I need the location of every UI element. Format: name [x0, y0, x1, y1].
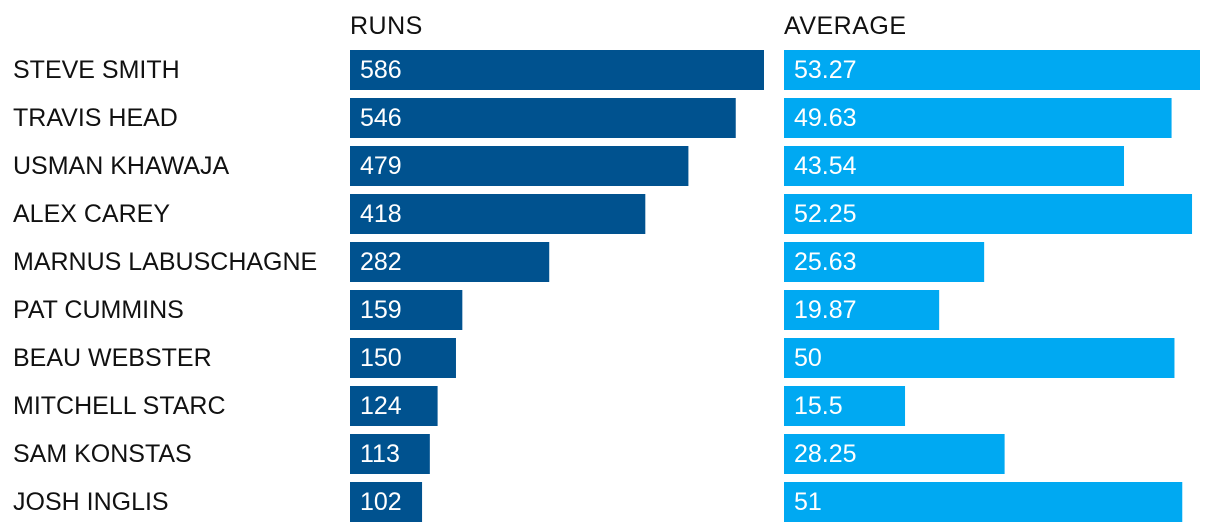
runs-bar: [350, 98, 736, 138]
runs-value-label: 159: [360, 296, 402, 324]
runs-bar: [350, 194, 646, 234]
column-headers: RUNS AVERAGE: [350, 12, 907, 40]
average-value-label: 53.27: [794, 56, 857, 84]
runs-bar: [350, 434, 430, 474]
average-bar: [784, 386, 906, 426]
runs-value-label: 113: [360, 440, 400, 468]
average-bar: [784, 290, 940, 330]
average-value-label: 19.87: [794, 296, 857, 324]
average-bar: [784, 194, 1193, 234]
average-bar: [784, 50, 1200, 90]
player-name: MARNUS LABUSCHAGNE: [13, 248, 317, 276]
column-header-runs: RUNS: [350, 12, 423, 40]
average-bar: [784, 146, 1125, 186]
average-value-label: 43.54: [794, 152, 857, 180]
average-bar: [784, 98, 1172, 138]
runs-bar: [350, 482, 423, 522]
player-name: SAM KONSTAS: [13, 440, 192, 468]
bar-value-labels: 586 53.27 546 49.63 479 43.54 418 52.25 282 25.63…: [360, 56, 857, 516]
average-value-label: 25.63: [794, 248, 857, 276]
player-name: USMAN KHAWAJA: [13, 152, 230, 180]
runs-bar: [350, 338, 456, 378]
runs-value-label: 546: [360, 104, 402, 132]
runs-value-label: 282: [360, 248, 402, 276]
runs-bar: [350, 146, 689, 186]
runs-value-label: 102: [360, 488, 402, 516]
average-value-label: 15.5: [794, 392, 843, 420]
player-name: STEVE SMITH: [13, 56, 180, 84]
player-name: MITCHELL STARC: [13, 392, 226, 420]
runs-bar: [350, 50, 764, 90]
average-value-label: 51: [794, 488, 822, 516]
runs-value-label: 586: [360, 56, 402, 84]
runs-bar: [350, 386, 438, 426]
player-names: STEVE SMITH TRAVIS HEAD USMAN KHAWAJA ALEX …: [13, 56, 317, 516]
runs-value-label: 124: [360, 392, 402, 420]
player-name: PAT CUMMINS: [13, 296, 184, 324]
player-name: BEAU WEBSTER: [13, 344, 212, 372]
player-name: TRAVIS HEAD: [13, 104, 178, 132]
player-name: ALEX CAREY: [13, 200, 170, 228]
runs-value-label: 479: [360, 152, 402, 180]
average-bar: [784, 482, 1183, 522]
runs-bar: [350, 242, 550, 282]
average-bar: [784, 338, 1175, 378]
average-value-label: 49.63: [794, 104, 857, 132]
average-bar: [784, 242, 985, 282]
average-value-label: 52.25: [794, 200, 857, 228]
average-value-label: 28.25: [794, 440, 857, 468]
runs-value-label: 150: [360, 344, 402, 372]
average-bar: [784, 434, 1005, 474]
column-header-average: AVERAGE: [784, 12, 907, 40]
player-name: JOSH INGLIS: [13, 488, 169, 516]
runs-value-label: 418: [360, 200, 402, 228]
bar-marks: [350, 50, 1200, 522]
runs-bar: [350, 290, 463, 330]
average-value-label: 50: [794, 344, 822, 372]
